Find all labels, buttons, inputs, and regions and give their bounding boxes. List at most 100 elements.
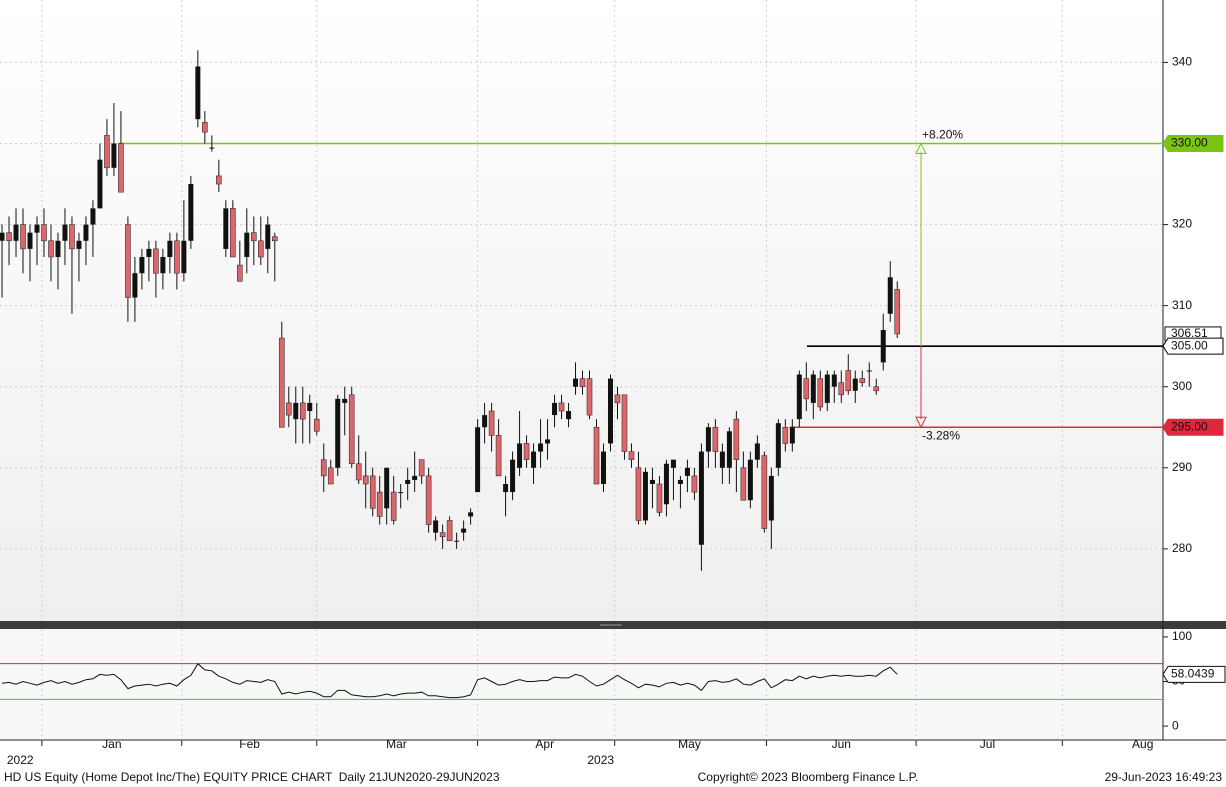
candle-body xyxy=(412,475,418,480)
candle-body xyxy=(803,378,810,400)
candle-body xyxy=(733,418,740,460)
candle-body xyxy=(6,232,12,242)
level-box xyxy=(1162,134,1224,152)
candle-body xyxy=(726,431,732,468)
candle-body xyxy=(202,122,208,133)
x-tick-label: Aug xyxy=(1132,737,1153,751)
candle-body xyxy=(76,240,82,249)
candle-body xyxy=(433,520,439,533)
candle-body xyxy=(824,374,830,403)
candle-body xyxy=(754,443,760,460)
candle-body xyxy=(405,479,411,484)
candle-body xyxy=(495,435,502,477)
candle-body xyxy=(327,467,334,485)
candle-body xyxy=(468,512,474,517)
candle-body xyxy=(454,540,460,542)
candle-body xyxy=(782,426,789,444)
candle-body xyxy=(146,248,152,257)
candle-body xyxy=(719,451,725,468)
annotation-label: -3.28% xyxy=(922,428,960,442)
candle-body xyxy=(796,374,802,420)
y-tick-label: 0 xyxy=(1172,718,1179,732)
y-tick-label: 340 xyxy=(1172,55,1192,69)
y-tick-label: 100 xyxy=(1172,629,1192,643)
candle-body xyxy=(230,208,236,258)
candle-body xyxy=(621,394,628,452)
candle-body xyxy=(510,459,516,493)
candle-body xyxy=(160,256,166,274)
candle-body xyxy=(34,224,40,233)
candle-body xyxy=(873,386,880,392)
candle-body xyxy=(188,184,194,241)
rsi-line xyxy=(1,662,898,699)
candle-body xyxy=(894,289,901,335)
x-tick-label: Feb xyxy=(239,737,260,751)
candle-body xyxy=(523,443,530,460)
candle-body xyxy=(285,402,292,416)
candle-body xyxy=(670,459,676,468)
candle-body xyxy=(0,232,5,241)
candle-body xyxy=(810,374,816,403)
candle-body xyxy=(649,479,655,484)
candle-body xyxy=(831,374,837,387)
candle-body xyxy=(866,370,872,372)
candle-body xyxy=(838,382,845,396)
candle-body xyxy=(244,232,250,257)
candle-body xyxy=(335,398,341,468)
candle-body xyxy=(684,467,690,476)
candle-body xyxy=(153,248,159,274)
candle-body xyxy=(348,394,355,465)
candle-body xyxy=(104,135,110,169)
candle-body xyxy=(398,492,404,494)
candle-body xyxy=(390,491,397,521)
candle-body xyxy=(558,402,565,412)
candle-body xyxy=(48,240,54,258)
y-tick-label: 320 xyxy=(1172,217,1192,231)
candle-body xyxy=(712,426,719,452)
candle-body xyxy=(195,66,201,120)
candle-body xyxy=(118,143,124,193)
candle-body xyxy=(705,427,711,452)
candle-body xyxy=(789,427,795,444)
x-tick-label: Apr xyxy=(535,737,554,751)
candle-body xyxy=(656,483,663,513)
candle-body xyxy=(132,273,138,298)
candle-body xyxy=(677,479,683,484)
candle-body xyxy=(299,402,306,420)
candle-body xyxy=(13,224,19,241)
last-price-label: 306.51 xyxy=(1171,326,1208,340)
arrow-head xyxy=(915,142,927,154)
candle-body xyxy=(845,370,852,392)
y-tick-label: 300 xyxy=(1172,379,1192,393)
candle-body xyxy=(600,451,606,484)
candle-body xyxy=(552,402,558,416)
candle-body xyxy=(607,378,613,444)
candle-body xyxy=(41,224,47,242)
candle-body xyxy=(573,378,579,387)
candle-body xyxy=(307,402,313,412)
candle-body xyxy=(593,426,600,485)
candle-body xyxy=(209,147,215,149)
candle-body xyxy=(369,475,376,509)
level-label: 330.00 xyxy=(1171,136,1208,150)
candle-body xyxy=(880,329,886,363)
candle-body xyxy=(83,224,89,241)
candle-body xyxy=(475,427,481,493)
annotation-label: +8.20% xyxy=(922,128,963,142)
candle-body xyxy=(62,224,68,241)
level-label: 295.00 xyxy=(1171,419,1208,433)
candle-body xyxy=(257,240,264,258)
candle-body xyxy=(517,443,523,468)
candle-body xyxy=(439,532,446,537)
candle-body xyxy=(125,224,131,298)
candle-body xyxy=(482,415,488,428)
arrow-head xyxy=(915,416,927,429)
candle-body xyxy=(320,459,327,477)
y-tick-label: 310 xyxy=(1172,298,1192,312)
candle-body xyxy=(545,439,551,444)
year-label: 2022 xyxy=(7,753,34,767)
candle-body xyxy=(418,459,425,477)
x-tick-label: Jul xyxy=(980,737,995,751)
